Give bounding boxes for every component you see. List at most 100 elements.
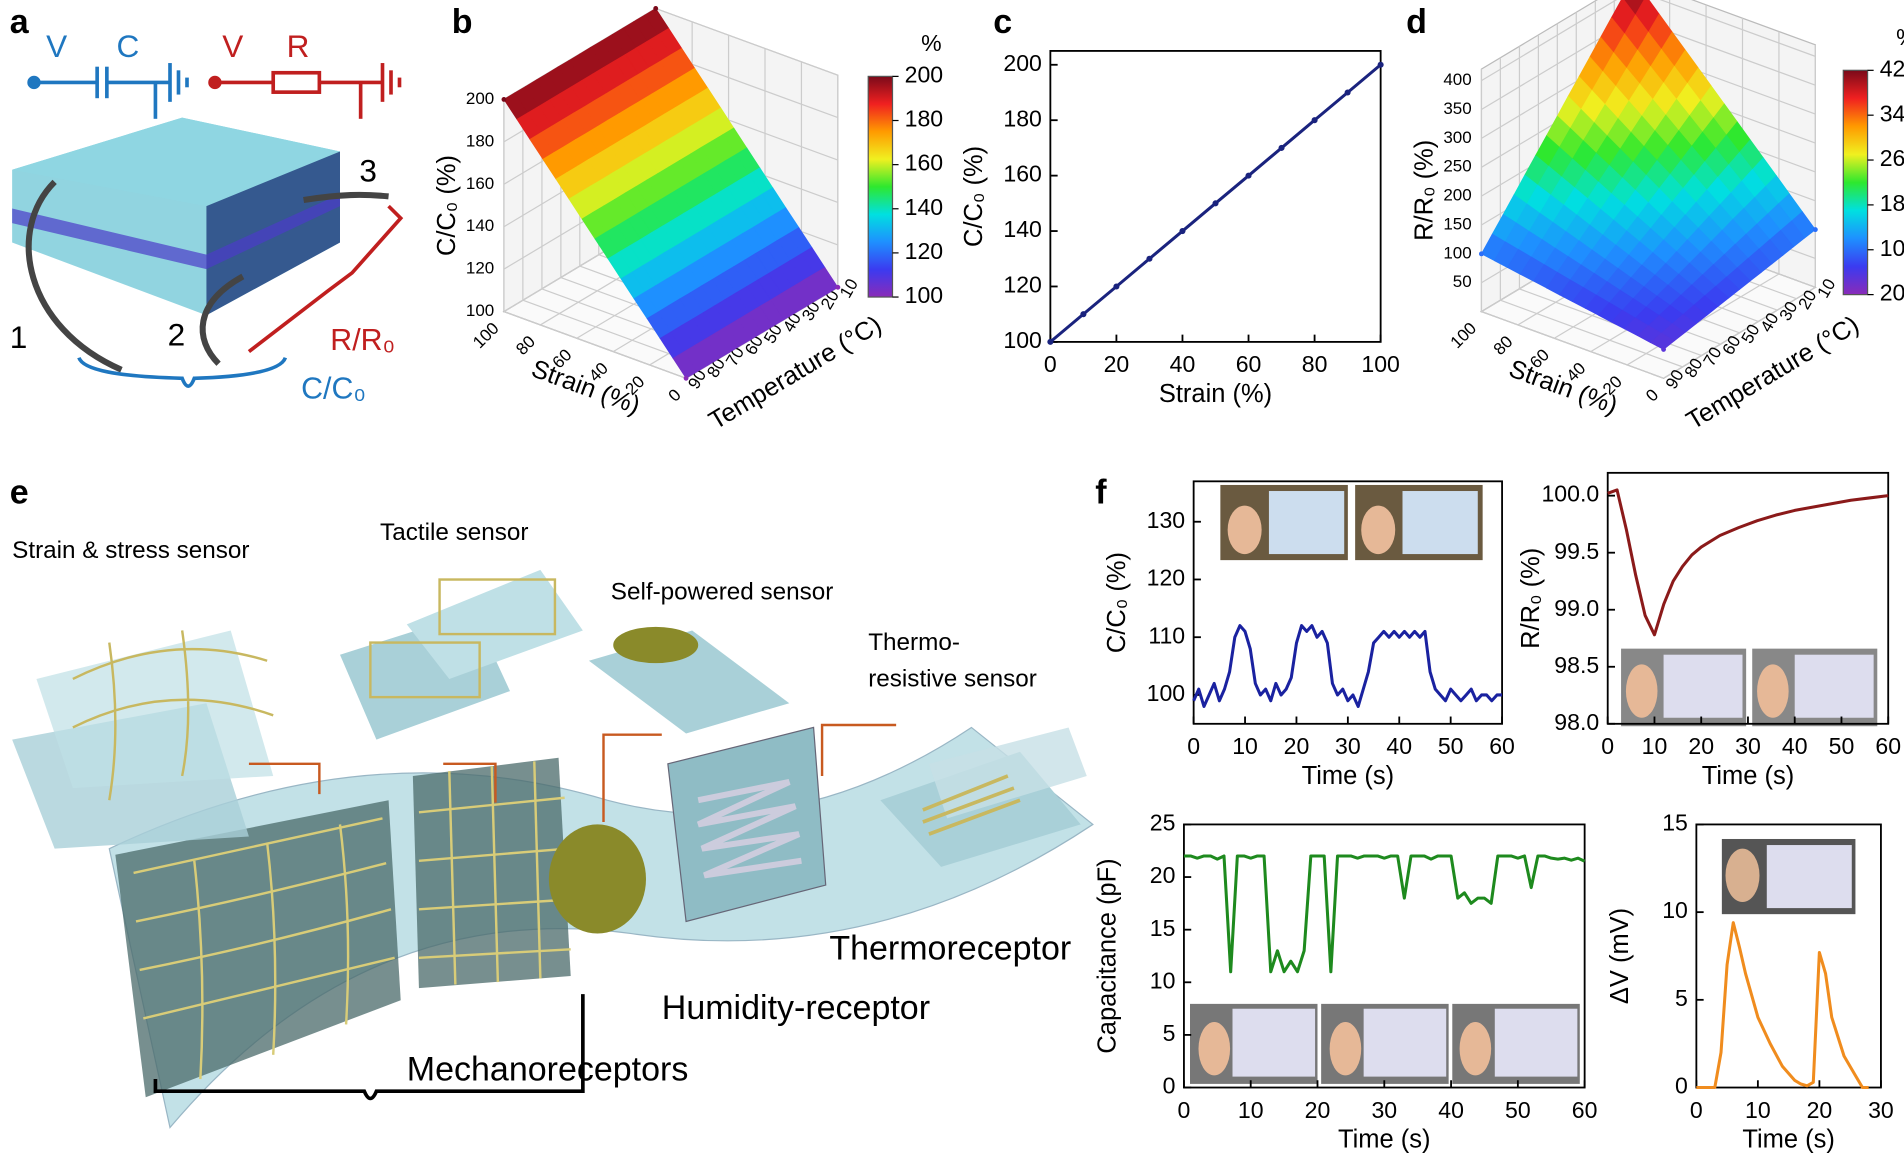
x-tick-label: 0 bbox=[665, 385, 685, 405]
surface-corner bbox=[683, 375, 689, 381]
grid-line bbox=[503, 99, 687, 379]
diagram-a: V C V R 1 2 3 R/R₀ C/C₀ bbox=[10, 28, 404, 405]
x-axis-label: Time (s) bbox=[1702, 762, 1795, 790]
x-tick-label: 80 bbox=[1490, 332, 1517, 359]
z-tick-label: 100 bbox=[1443, 243, 1471, 262]
y-axis-label: C/C₀ (%) bbox=[960, 146, 988, 247]
x-tick-label: 10 bbox=[1642, 733, 1668, 759]
colorbar-tick-label: 120 bbox=[905, 238, 943, 264]
x-axis-label: Time (s) bbox=[1338, 1126, 1431, 1153]
x-tick-label: 60 bbox=[1572, 1097, 1598, 1123]
plot-frame bbox=[1183, 823, 1586, 1089]
y-tick-label: 10 bbox=[1662, 897, 1688, 923]
surface-corner bbox=[501, 96, 507, 102]
y-tick-label: 98.5 bbox=[1554, 652, 1599, 678]
data-point bbox=[1080, 311, 1087, 318]
receptor-label: Thermoreceptor bbox=[829, 930, 1071, 968]
y-tick-label: 130 bbox=[1147, 507, 1185, 533]
x-axis-label: Strain (%) bbox=[528, 355, 644, 420]
y-axis-label: C/C₀ (%) bbox=[1103, 552, 1131, 653]
z-tick-label: 160 bbox=[466, 174, 494, 193]
x-axis-label: Time (s) bbox=[1302, 762, 1395, 790]
colorbar-tick-label: 100 bbox=[905, 282, 943, 308]
surface-patch bbox=[672, 351, 698, 379]
x-axis-label: Time (s) bbox=[1742, 1126, 1835, 1153]
colorbar-tick-label: 260 bbox=[1880, 145, 1904, 171]
plot-frame bbox=[1695, 823, 1882, 1089]
colorbar bbox=[1842, 69, 1869, 296]
x-axis-label: Strain (%) bbox=[1505, 355, 1621, 420]
colorbar-unit: % bbox=[1896, 24, 1904, 50]
z-tick-label: 350 bbox=[1443, 99, 1471, 118]
y-tick-label: 180 bbox=[1003, 105, 1041, 131]
x-tick-label: 100 bbox=[1447, 319, 1480, 352]
electrode-label: 1 bbox=[10, 319, 28, 355]
x-tick-label: 30 bbox=[1735, 733, 1761, 759]
y-tick-label: 10 bbox=[1150, 967, 1176, 993]
x-tick-label: 20 bbox=[1104, 351, 1130, 377]
y-tick-label: 98.0 bbox=[1554, 709, 1599, 735]
y-tick-label: 15 bbox=[1150, 915, 1176, 941]
surface-corner bbox=[1812, 227, 1818, 233]
y-tick-label: 20 bbox=[1150, 862, 1176, 888]
z-tick-label: 100 bbox=[466, 301, 494, 320]
grid-line bbox=[1499, 57, 1683, 368]
x-tick-label: 10 bbox=[1745, 1097, 1771, 1123]
y-tick-label: 110 bbox=[1148, 622, 1185, 648]
grid-line bbox=[522, 88, 706, 368]
y-axis-label: ΔV (mV) bbox=[1606, 908, 1634, 1004]
x-tick-label: 0 bbox=[1187, 733, 1200, 759]
z-tick-label: 400 bbox=[1443, 70, 1471, 89]
y-tick-label: 25 bbox=[1150, 810, 1176, 836]
x-tick-label: 0 bbox=[1690, 1097, 1703, 1123]
y-tick-label: 200 bbox=[1003, 50, 1041, 76]
y-tick-label: 120 bbox=[1003, 272, 1041, 298]
y-tick-label: 120 bbox=[1147, 565, 1185, 591]
x-tick-label: 50 bbox=[1438, 733, 1464, 759]
z-axis-label: C/C₀ (%) bbox=[433, 155, 461, 256]
surface-patch bbox=[1649, 332, 1676, 350]
colorbar-tick-label: 420 bbox=[1880, 55, 1904, 81]
panel-label: e bbox=[10, 474, 29, 512]
surface-corner bbox=[1479, 251, 1484, 257]
colorbar-tick-label: 340 bbox=[1880, 100, 1904, 126]
y-tick-label: 140 bbox=[1003, 216, 1041, 242]
diagram-e: Strain & stress sensor Tactile sensor Se… bbox=[12, 519, 1094, 1129]
x-tick-label: 100 bbox=[1361, 351, 1399, 377]
sensor-label: Tactile sensor bbox=[380, 519, 528, 546]
x-tick-label: 60 bbox=[1489, 733, 1515, 759]
x-tick-label: 100 bbox=[469, 319, 502, 352]
panel-label: a bbox=[10, 3, 30, 41]
data-line bbox=[1607, 488, 1889, 637]
panel-label: b bbox=[452, 3, 473, 41]
data-point bbox=[1179, 228, 1186, 235]
z-tick-label: 200 bbox=[1443, 186, 1471, 205]
x-axis-label: Strain (%) bbox=[1159, 380, 1272, 408]
y-tick-label: 100 bbox=[1147, 680, 1185, 706]
z-axis-label: R/R₀ (%) bbox=[1410, 140, 1438, 241]
data-point bbox=[1311, 117, 1318, 124]
grid-line bbox=[1480, 69, 1664, 379]
electrode-label: 2 bbox=[168, 316, 186, 352]
sensor-label: Strain & stress sensor bbox=[12, 537, 249, 564]
x-tick-label: 50 bbox=[1829, 733, 1855, 759]
x-tick-label: 50 bbox=[1505, 1097, 1531, 1123]
x-tick-label: 30 bbox=[1371, 1097, 1397, 1123]
circuit-label: V bbox=[46, 28, 67, 64]
x-tick-label: 20 bbox=[1807, 1097, 1833, 1123]
z-tick-label: 180 bbox=[466, 131, 494, 150]
x-tick-label: 60 bbox=[1875, 733, 1901, 759]
receptor-label: Humidity-receptor bbox=[662, 989, 930, 1027]
y-axis-label: R/R₀ (%) bbox=[1517, 548, 1545, 649]
y-tick-label: 0 bbox=[1163, 1073, 1176, 1099]
colorbar-tick-label: 180 bbox=[1880, 190, 1904, 216]
grid-line bbox=[1481, 0, 1816, 82]
data-line bbox=[1192, 624, 1503, 708]
y-tick-label: 99.0 bbox=[1554, 595, 1599, 621]
x-tick-label: 0 bbox=[1642, 385, 1662, 405]
data-point bbox=[1113, 283, 1120, 290]
surface-corner bbox=[1661, 346, 1666, 352]
z-tick-label: 140 bbox=[466, 216, 494, 235]
x-tick-label: 10 bbox=[1232, 733, 1258, 759]
